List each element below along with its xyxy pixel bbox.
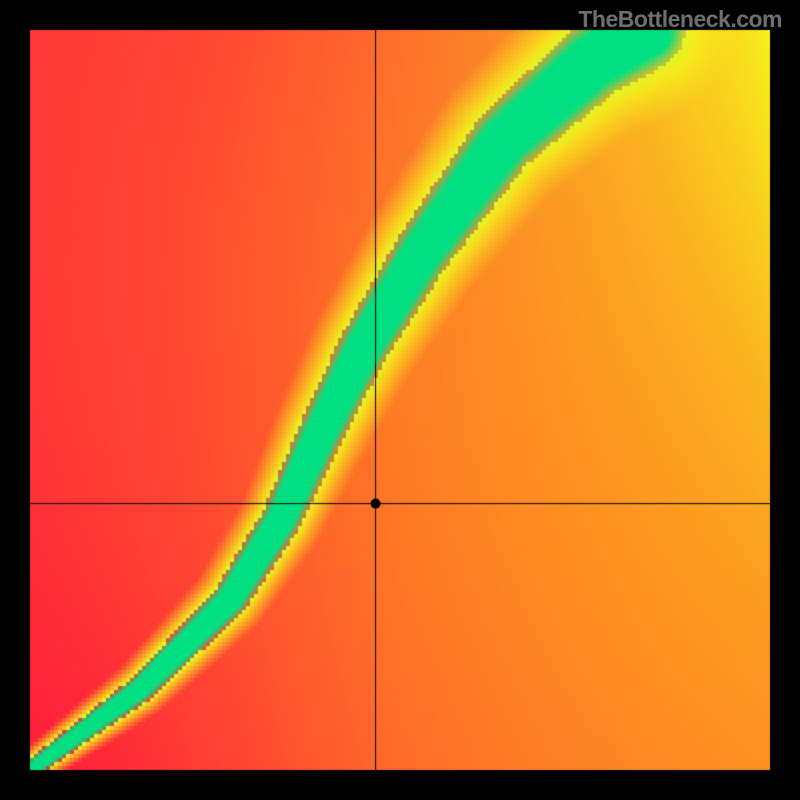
- overlay-canvas: [0, 0, 800, 800]
- chart-container: TheBottleneck.com: [0, 0, 800, 800]
- watermark-text: TheBottleneck.com: [578, 6, 782, 33]
